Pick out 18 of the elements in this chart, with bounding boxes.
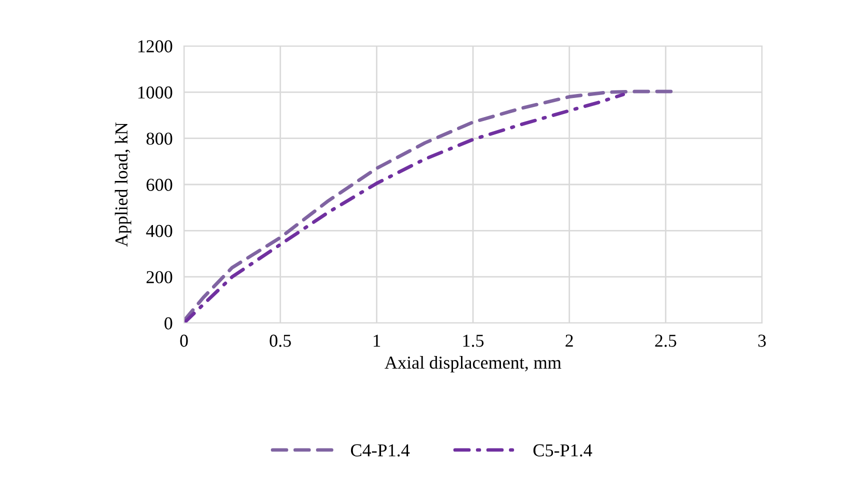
legend-label: C5-P1.4 xyxy=(533,444,592,457)
x-tick-label: 2.5 xyxy=(655,334,676,347)
x-tick-label: 3 xyxy=(758,334,766,347)
y-axis-title: Applied load, kN xyxy=(114,122,132,247)
x-tick-label: 0 xyxy=(180,334,188,347)
y-tick-label: 600 xyxy=(146,178,172,191)
y-tick-label: 1200 xyxy=(138,40,172,52)
legend-label: C4-P1.4 xyxy=(350,444,410,457)
x-axis-title: Axial displacement, mm xyxy=(384,356,562,372)
y-tick-label: 200 xyxy=(146,271,172,284)
x-tick-label: 1 xyxy=(374,334,380,347)
x-tick-label: 0.5 xyxy=(270,334,291,347)
y-tick-label: 1000 xyxy=(138,86,172,99)
y-tick-label: 0 xyxy=(164,317,172,330)
y-tick-label: 800 xyxy=(146,132,172,145)
x-tick-label: 2 xyxy=(566,334,573,347)
y-tick-label: 400 xyxy=(146,224,172,238)
x-tick-label: 1.5 xyxy=(463,334,484,347)
